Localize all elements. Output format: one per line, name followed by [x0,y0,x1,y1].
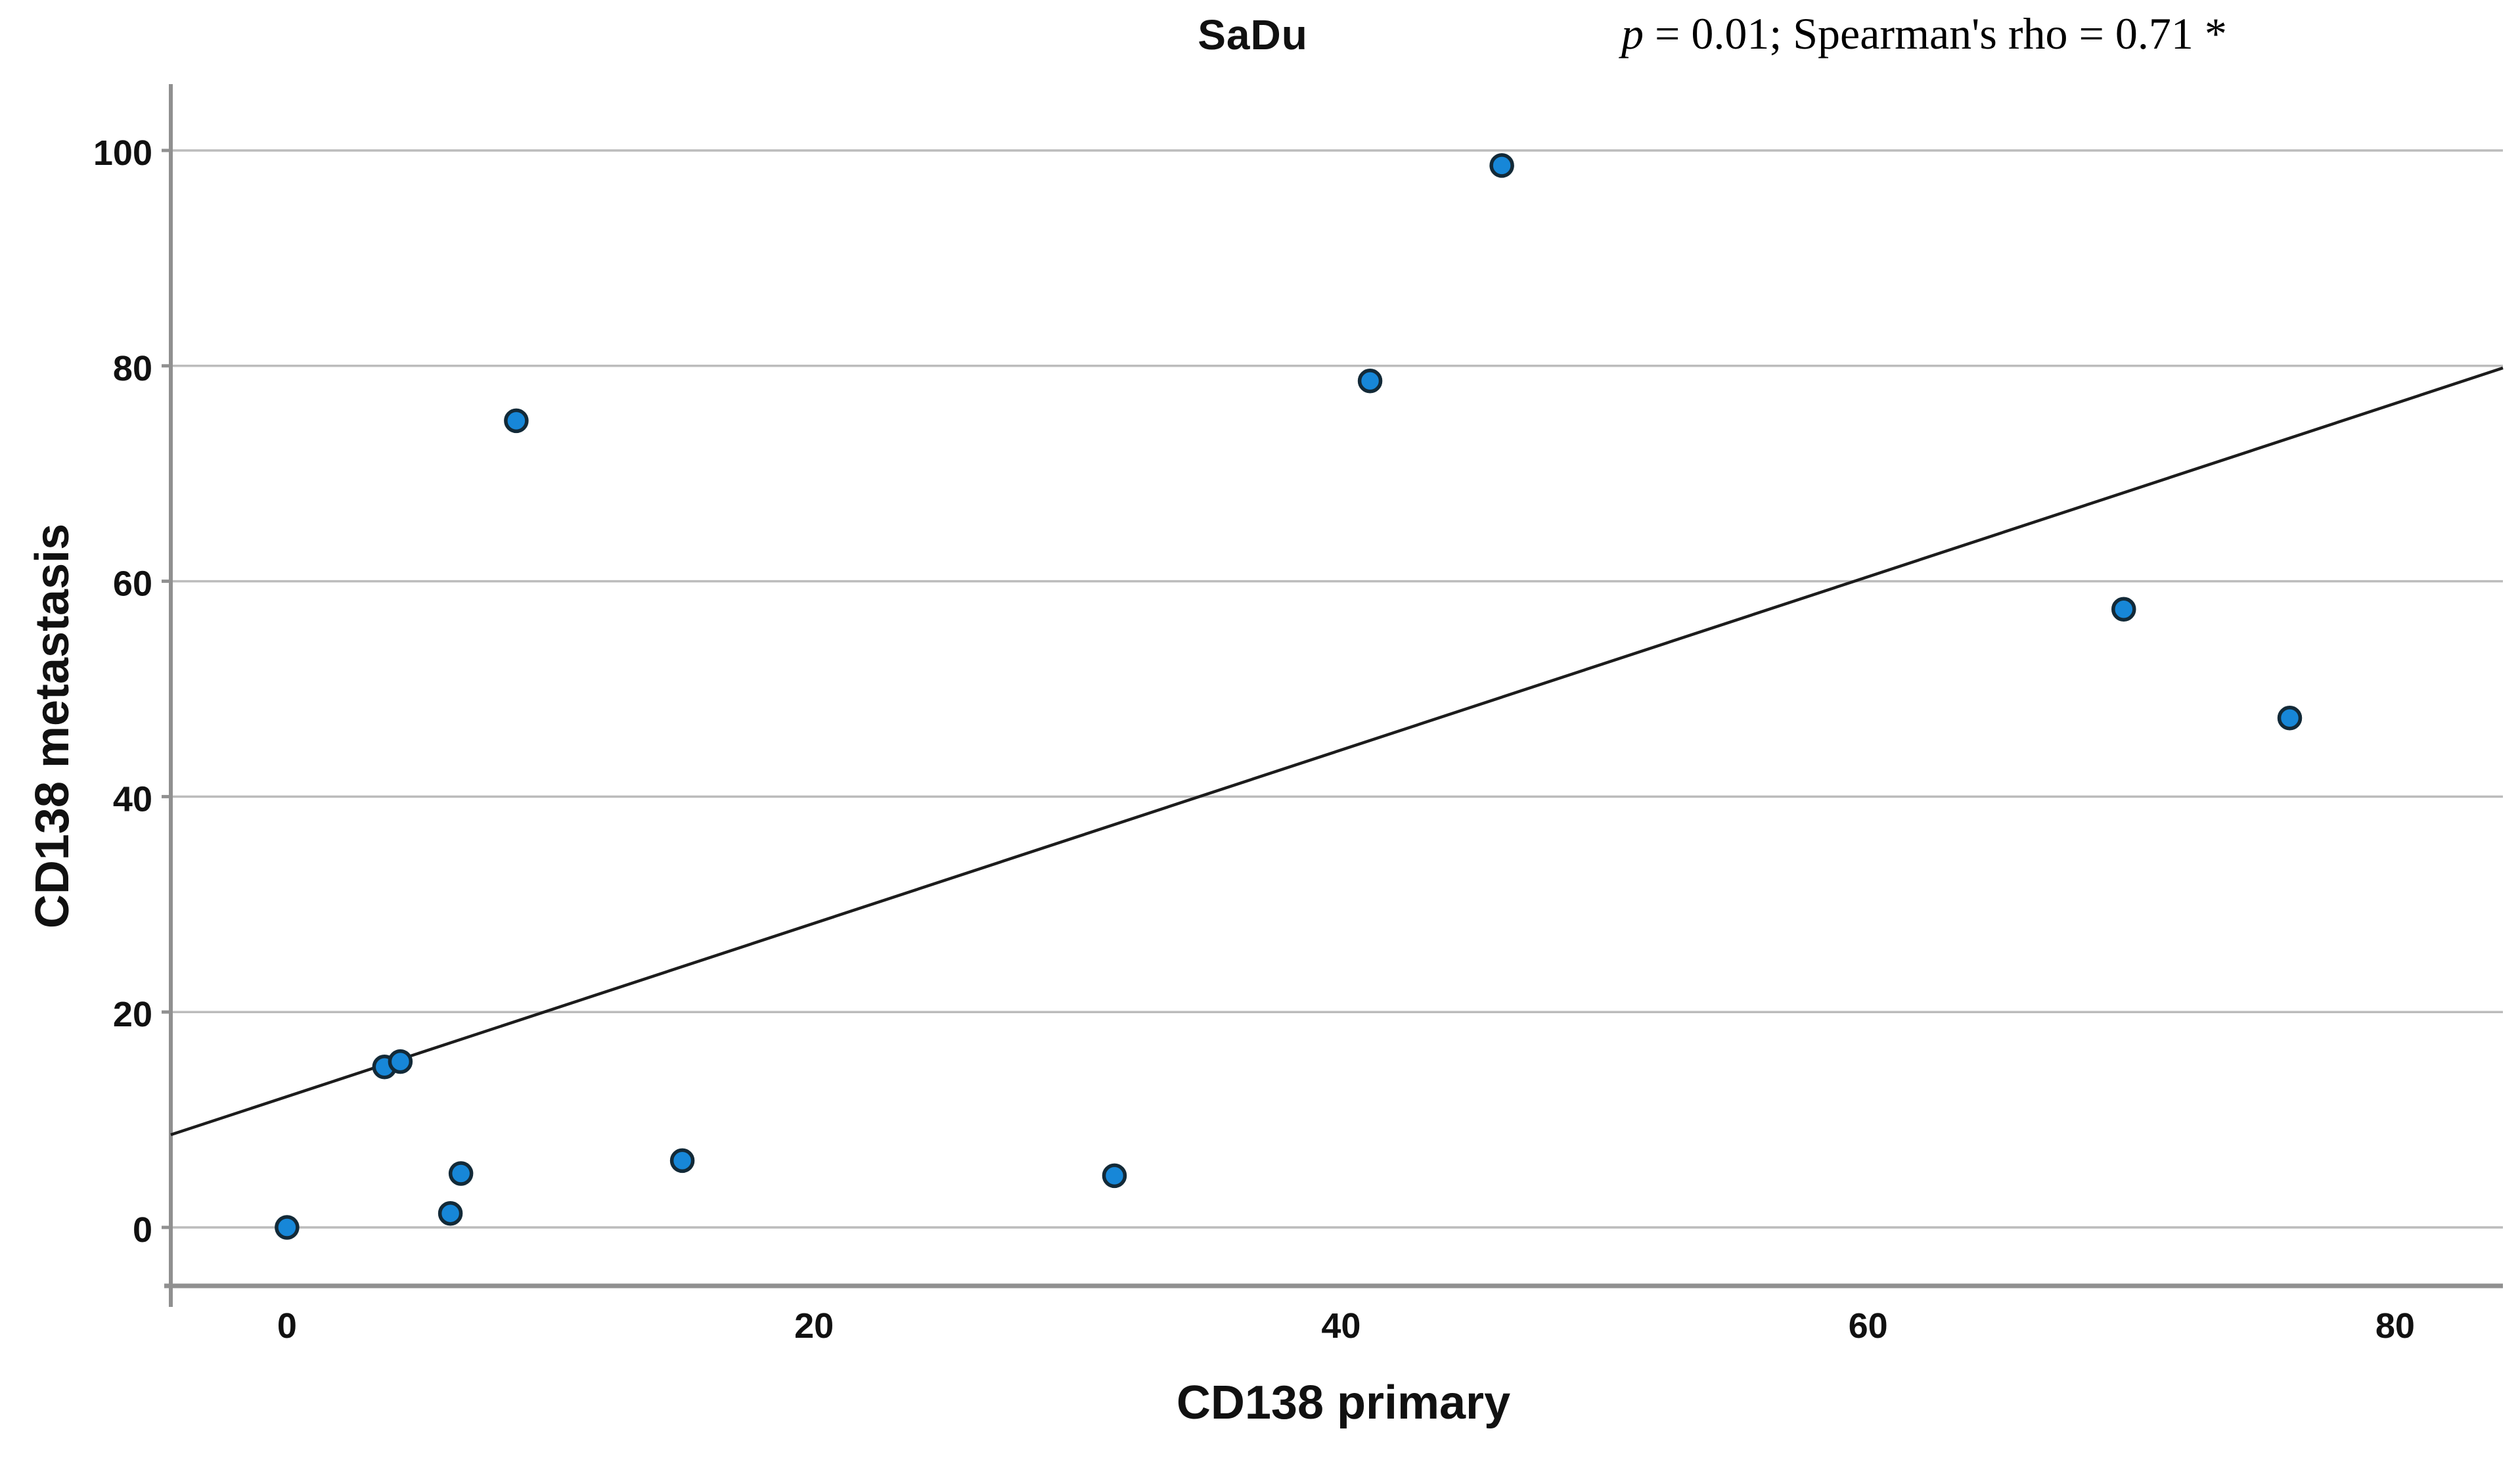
y-tick-label-100: 100 [93,133,152,173]
x-tick-label-20: 20 [794,1306,834,1346]
stats-annotation-text: = 0.01; Spearman's rho = 0.71 * [1644,9,2227,58]
scatter-point-7 [1102,1163,1127,1189]
scatter-point-5 [504,408,529,434]
scatter-point-2 [388,1049,413,1074]
x-tick-label-80: 80 [2375,1306,2415,1346]
chart-title: SaDu [1198,11,1308,58]
y-tick-label-60: 60 [113,564,152,604]
y-tick-label-0: 0 [133,1210,152,1250]
scatter-point-8 [1357,368,1383,394]
scatter-point-11 [2277,705,2303,731]
scatter-point-0 [275,1215,300,1240]
x-tick-label-0: 0 [277,1306,297,1346]
x-axis-title: CD138 primary [1176,1377,1511,1429]
stats-annotation-p: p [1621,9,1644,58]
y-tick-label-40: 40 [113,779,152,819]
trend-line [170,366,2504,1137]
scatter-point-3 [438,1200,463,1226]
scatter-point-10 [2111,597,2136,622]
y-axis-title: CD138 metastasis [26,523,79,929]
x-tick-label-40: 40 [1321,1306,1361,1346]
y-tick-label-20: 20 [113,995,152,1034]
scatter-point-6 [669,1148,695,1174]
x-tick-label-60: 60 [1849,1306,1888,1346]
scatter-point-4 [448,1161,474,1186]
stats-annotation: p = 0.01; Spearman's rho = 0.71 * [1621,8,2227,60]
scatter-point-9 [1489,153,1514,178]
y-tick-label-80: 80 [113,349,152,388]
